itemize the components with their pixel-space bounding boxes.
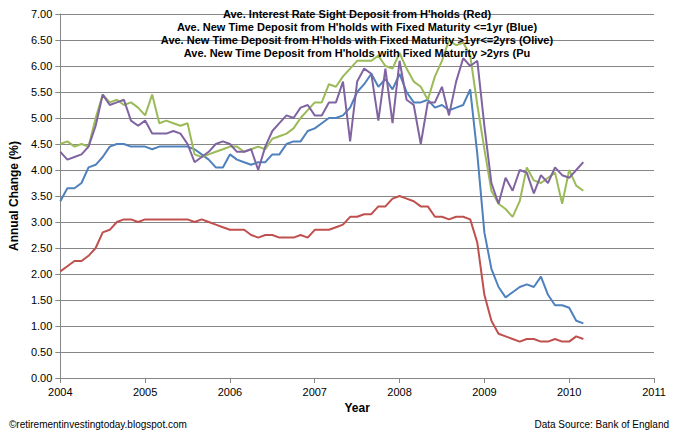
svg-text:2006: 2006 — [218, 386, 242, 398]
svg-text:Ave. New Time Deposit from H'h: Ave. New Time Deposit from H'holds with … — [161, 34, 554, 46]
svg-text:2010: 2010 — [557, 386, 581, 398]
svg-text:5.50: 5.50 — [31, 86, 52, 98]
svg-text:1.50: 1.50 — [31, 294, 52, 306]
svg-text:2.50: 2.50 — [31, 242, 52, 254]
svg-text:5.00: 5.00 — [31, 112, 52, 124]
svg-text:Ave. New Time Deposit from H'h: Ave. New Time Deposit from H'holds with … — [184, 47, 530, 59]
svg-text:6.50: 6.50 — [31, 34, 52, 46]
svg-text:©retirementinvestingtoday.blog: ©retirementinvestingtoday.blogspot.com — [9, 419, 187, 430]
svg-text:1.00: 1.00 — [31, 320, 52, 332]
svg-text:7.00: 7.00 — [31, 8, 52, 20]
svg-text:3.50: 3.50 — [31, 190, 52, 202]
svg-text:4.00: 4.00 — [31, 164, 52, 176]
svg-text:Data Source: Bank of England: Data Source: Bank of England — [534, 419, 669, 430]
svg-text:2008: 2008 — [387, 386, 411, 398]
svg-text:2009: 2009 — [472, 386, 496, 398]
svg-text:2005: 2005 — [133, 386, 157, 398]
svg-text:Ave. New Time Deposit from H'h: Ave. New Time Deposit from H'holds with … — [177, 21, 538, 33]
svg-text:2004: 2004 — [48, 386, 72, 398]
svg-text:4.50: 4.50 — [31, 138, 52, 150]
svg-text:6.00: 6.00 — [31, 60, 52, 72]
svg-text:2007: 2007 — [303, 386, 327, 398]
svg-text:Annual Change (%): Annual Change (%) — [7, 141, 21, 251]
svg-text:Year: Year — [344, 401, 370, 415]
svg-text:2011: 2011 — [642, 386, 666, 398]
svg-text:0.00: 0.00 — [31, 372, 52, 384]
svg-text:2.00: 2.00 — [31, 268, 52, 280]
svg-text:0.50: 0.50 — [31, 346, 52, 358]
svg-text:Ave. Interest Rate Sight Depos: Ave. Interest Rate Sight Deposit from H'… — [223, 8, 491, 20]
svg-text:3.00: 3.00 — [31, 216, 52, 228]
